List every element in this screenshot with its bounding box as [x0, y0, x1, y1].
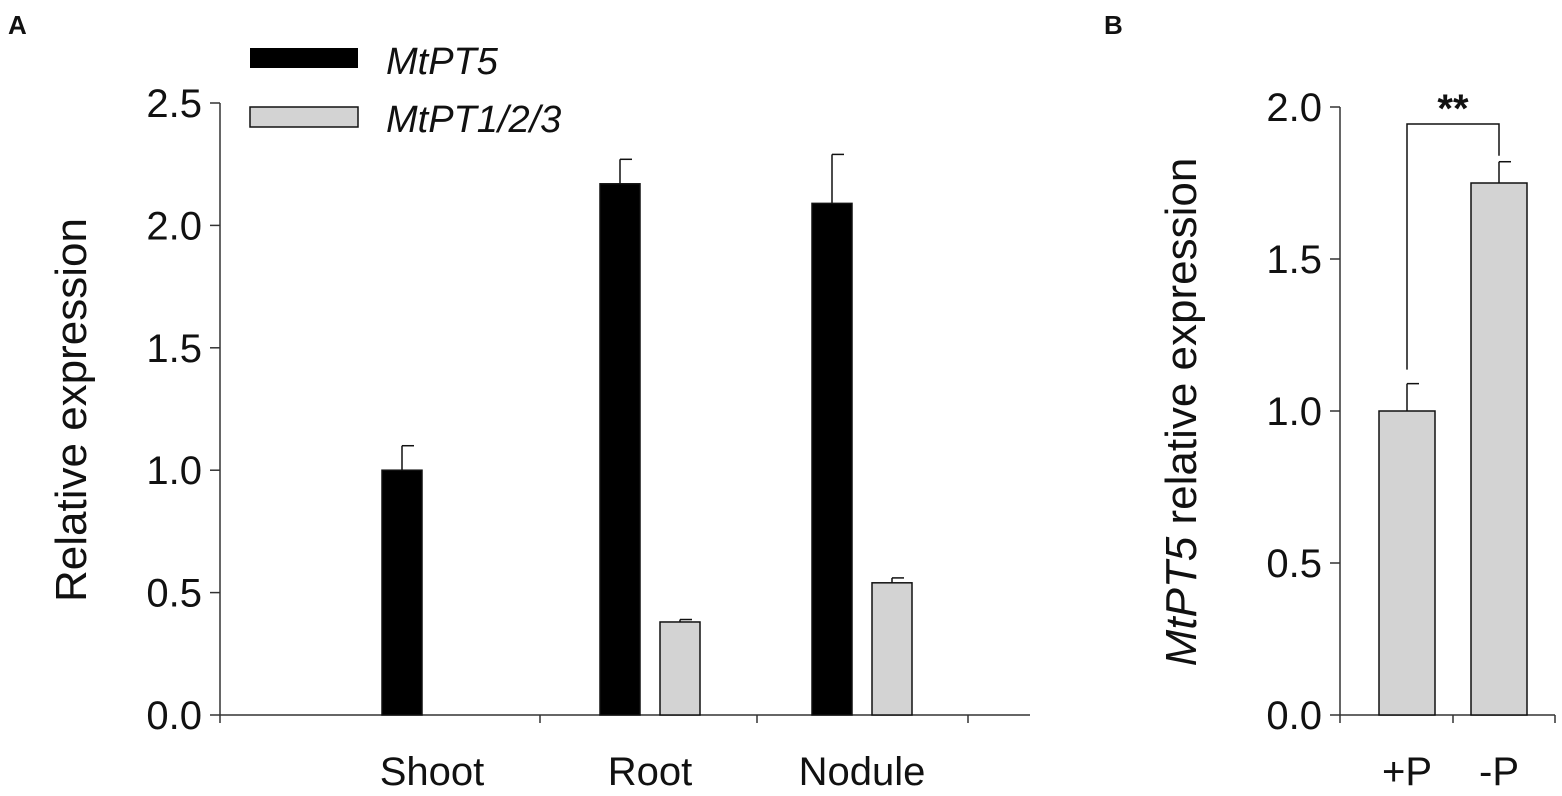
- bar-MtPT5-Nodule: [811, 202, 853, 716]
- y-tick-label: 1.5: [146, 327, 202, 371]
- x-category-label: +P: [1382, 750, 1432, 794]
- panel-a-letter: A: [8, 10, 27, 40]
- significance-bracket: [1406, 123, 1500, 370]
- x-category-label: Root: [608, 750, 693, 794]
- bar--P: [1470, 182, 1528, 716]
- y-tick-label: 0.5: [146, 572, 202, 616]
- x-category-label: Nodule: [799, 750, 926, 794]
- panel-b-y-axis-rest: relative expression: [1157, 158, 1206, 537]
- panel-b-plot-area: 0.0 0.5 1.0 1.5 2.0 +P -P **: [1266, 86, 1556, 794]
- panel-b-y-axis-title: MtPT5 relative expression: [1157, 158, 1206, 667]
- y-tick-label: 2.5: [146, 82, 202, 126]
- y-tick-label: 1.0: [1266, 390, 1322, 434]
- panel-b-letter: B: [1104, 10, 1123, 40]
- panel-a-legend: MtPT5 MtPT1/2/3: [249, 41, 561, 141]
- y-tick-label: 1.0: [146, 449, 202, 493]
- significance-label: **: [1437, 87, 1469, 131]
- bar-MtPT1/2/3-Root: [659, 621, 701, 716]
- panel-b-y-axis-gene: MtPT5: [1157, 536, 1206, 666]
- panel-a-y-axis-title: Relative expression: [47, 218, 96, 602]
- legend-swatch-mtpt5: [250, 48, 358, 68]
- x-category-label: -P: [1479, 750, 1519, 794]
- legend-swatch-mtpt123: [249, 106, 359, 128]
- panel-a-plot-area: 0.0 0.5 1.0 1.5 2.0 2.5 Shoot Root Nodule: [146, 82, 1030, 794]
- legend-label-mtpt5: MtPT5: [386, 41, 499, 83]
- panel-a-chart: A Relative expression MtPT5 MtPT1/2/3 0.…: [8, 10, 1030, 794]
- y-tick-label: 2.0: [1266, 86, 1322, 130]
- bar-MtPT5-Shoot: [381, 469, 423, 716]
- y-tick-label: 2.0: [146, 204, 202, 248]
- y-tick-label: 0.5: [1266, 542, 1322, 586]
- y-tick-label: 0.0: [1266, 694, 1322, 738]
- legend-label-mtpt123: MtPT1/2/3: [386, 99, 561, 141]
- bar-MtPT1/2/3-Nodule: [871, 582, 913, 716]
- x-category-label: Shoot: [380, 750, 485, 794]
- panel-b-chart: B MtPT5 relative expression 0.0 0.5 1.0 1.5…: [1104, 10, 1556, 794]
- y-tick-label: 0.0: [146, 694, 202, 738]
- bar-MtPT5-Root: [599, 183, 641, 716]
- bar-+P: [1378, 410, 1436, 716]
- y-tick-label: 1.5: [1266, 238, 1322, 282]
